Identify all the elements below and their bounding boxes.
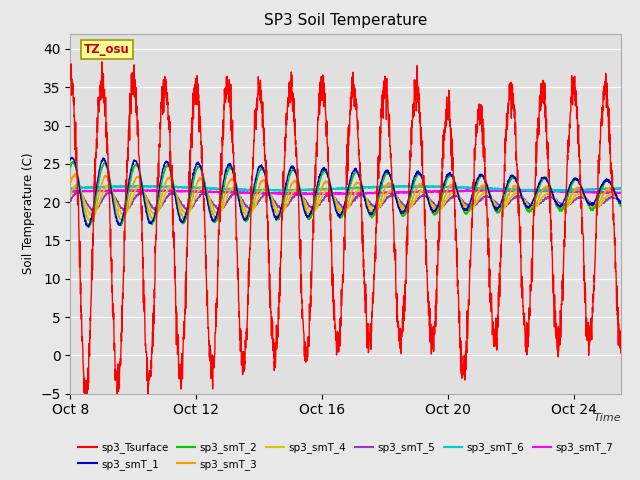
sp3_smT_2 (85, 224, 93, 230)
sp3_smT_6 (269, 187, 276, 192)
sp3_Tsurface (67, 64, 74, 70)
Line: sp3_smT_5: sp3_smT_5 (70, 192, 621, 211)
Line: sp3_smT_4: sp3_smT_4 (70, 184, 621, 216)
sp3_smT_6 (67, 186, 74, 192)
Text: TZ_osu: TZ_osu (84, 43, 130, 56)
sp3_smT_5 (146, 201, 154, 207)
sp3_smT_1 (556, 203, 563, 209)
sp3_smT_1 (456, 196, 463, 202)
sp3_smT_4 (617, 200, 625, 205)
sp3_smT_4 (269, 198, 276, 204)
sp3_smT_1 (269, 206, 276, 212)
sp3_smT_4 (67, 191, 74, 197)
sp3_smT_2 (69, 159, 77, 165)
sp3_smT_6 (408, 183, 415, 189)
sp3_smT_6 (145, 184, 153, 190)
sp3_smT_4 (360, 190, 367, 196)
sp3_smT_3 (552, 198, 560, 204)
sp3_smT_7 (552, 188, 560, 193)
sp3_smT_7 (617, 190, 625, 196)
Line: sp3_smT_6: sp3_smT_6 (70, 186, 621, 191)
sp3_smT_3 (71, 171, 79, 177)
sp3_smT_7 (556, 189, 563, 194)
sp3_smT_5 (269, 196, 276, 202)
sp3_smT_4 (552, 199, 560, 204)
Title: SP3 Soil Temperature: SP3 Soil Temperature (264, 13, 428, 28)
sp3_smT_1 (552, 199, 560, 205)
sp3_smT_6 (617, 185, 625, 191)
sp3_Tsurface (617, 350, 625, 356)
sp3_smT_7 (455, 189, 463, 194)
sp3_smT_1 (68, 155, 76, 160)
sp3_smT_7 (302, 192, 310, 197)
Line: sp3_Tsurface: sp3_Tsurface (70, 62, 621, 401)
sp3_smT_2 (269, 206, 276, 212)
sp3_smT_3 (67, 180, 74, 186)
sp3_smT_6 (556, 188, 563, 193)
sp3_smT_4 (72, 181, 80, 187)
sp3_Tsurface (360, 264, 367, 270)
sp3_smT_6 (552, 188, 560, 193)
Line: sp3_smT_2: sp3_smT_2 (70, 162, 621, 227)
sp3_smT_7 (269, 191, 276, 196)
sp3_smT_4 (146, 204, 154, 210)
sp3_smT_6 (359, 184, 367, 190)
sp3_smT_3 (617, 203, 625, 208)
sp3_smT_3 (360, 187, 367, 193)
sp3_smT_3 (146, 211, 154, 217)
sp3_smT_1 (617, 201, 625, 206)
Text: Time: Time (593, 413, 621, 423)
sp3_smT_2 (360, 189, 367, 194)
sp3_smT_5 (67, 198, 74, 204)
sp3_Tsurface (98, 59, 106, 65)
sp3_smT_4 (456, 193, 463, 199)
sp3_smT_5 (617, 198, 625, 204)
sp3_smT_5 (552, 198, 560, 204)
sp3_smT_6 (544, 188, 552, 194)
sp3_smT_3 (456, 193, 463, 199)
sp3_smT_2 (456, 194, 463, 200)
sp3_smT_4 (556, 203, 563, 208)
sp3_smT_2 (617, 203, 625, 208)
sp3_smT_3 (556, 204, 563, 209)
sp3_Tsurface (83, 398, 90, 404)
sp3_smT_1 (84, 224, 92, 230)
sp3_Tsurface (146, 372, 154, 378)
sp3_smT_3 (118, 219, 126, 225)
sp3_smT_7 (67, 188, 74, 193)
sp3_Tsurface (556, 330, 563, 336)
sp3_smT_5 (360, 192, 367, 198)
sp3_smT_7 (359, 190, 367, 196)
sp3_smT_6 (455, 185, 463, 191)
sp3_smT_5 (154, 208, 161, 214)
sp3_smT_1 (67, 157, 74, 163)
Line: sp3_smT_7: sp3_smT_7 (70, 190, 621, 194)
sp3_smT_5 (456, 194, 463, 200)
sp3_Tsurface (456, 321, 463, 326)
Line: sp3_smT_3: sp3_smT_3 (70, 174, 621, 222)
sp3_smT_7 (488, 187, 496, 192)
sp3_smT_5 (106, 189, 113, 194)
Line: sp3_smT_1: sp3_smT_1 (70, 157, 621, 227)
sp3_smT_2 (146, 218, 154, 224)
sp3_smT_1 (146, 220, 154, 226)
sp3_smT_2 (556, 205, 563, 211)
sp3_smT_2 (67, 165, 74, 170)
sp3_smT_5 (556, 201, 563, 206)
sp3_smT_3 (269, 202, 276, 207)
sp3_smT_7 (145, 188, 153, 193)
Y-axis label: Soil Temperature (C): Soil Temperature (C) (22, 153, 35, 275)
Legend: sp3_Tsurface, sp3_smT_1, sp3_smT_2, sp3_smT_3, sp3_smT_4, sp3_smT_5, sp3_smT_6, : sp3_Tsurface, sp3_smT_1, sp3_smT_2, sp3_… (74, 438, 618, 474)
sp3_smT_1 (360, 190, 367, 196)
sp3_Tsurface (269, 348, 276, 353)
sp3_smT_2 (552, 201, 560, 207)
sp3_smT_4 (88, 214, 95, 219)
sp3_Tsurface (552, 320, 560, 326)
